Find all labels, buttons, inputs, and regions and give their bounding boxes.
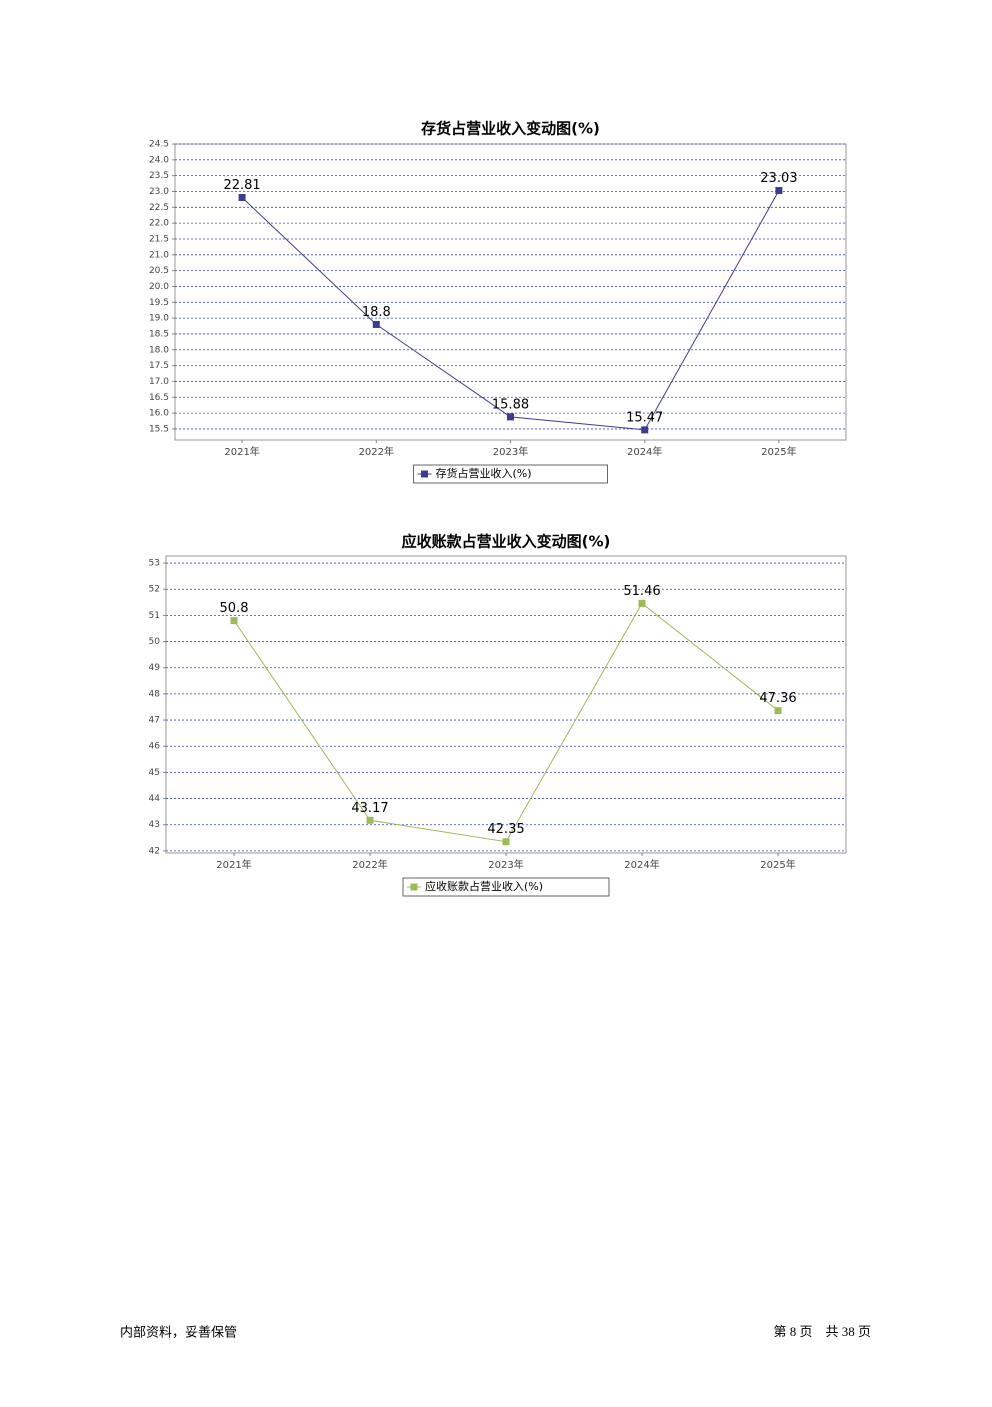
y-tick-label: 17.0 xyxy=(149,377,169,387)
x-tick-label: 2021年 xyxy=(224,445,259,458)
y-tick-label: 16.0 xyxy=(149,409,169,419)
y-tick-label: 48 xyxy=(149,689,161,699)
y-tick-label: 15.5 xyxy=(149,424,169,434)
legend-label: 存货占营业收入(%) xyxy=(436,466,532,480)
data-label: 15.88 xyxy=(492,397,529,412)
x-tick-label: 2022年 xyxy=(352,858,387,871)
legend-box xyxy=(402,877,610,897)
y-tick-label: 17.5 xyxy=(149,361,169,371)
x-tick-label: 2025年 xyxy=(760,858,795,871)
legend-label: 应收账款占营业收入(%) xyxy=(425,879,543,893)
data-point xyxy=(230,617,238,625)
y-tick-label: 45 xyxy=(149,768,160,778)
y-tick-label: 23.0 xyxy=(149,187,169,197)
y-tick-label: 49 xyxy=(149,663,161,673)
data-label: 47.36 xyxy=(759,691,796,706)
plot-area xyxy=(165,555,847,854)
x-tick-label: 2022年 xyxy=(359,445,394,458)
y-tick-label: 44 xyxy=(149,794,161,804)
data-label: 42.35 xyxy=(487,822,524,837)
chart-title: 应收账款占营业收入变动图(%) xyxy=(402,533,611,551)
y-tick-label: 22.0 xyxy=(149,219,169,229)
x-tick-label: 2025年 xyxy=(761,445,796,458)
y-tick-label: 21.0 xyxy=(149,250,169,260)
data-point xyxy=(366,816,374,824)
y-tick-label: 20.0 xyxy=(149,282,169,292)
y-tick-label: 42 xyxy=(149,846,160,856)
data-label: 51.46 xyxy=(623,584,660,599)
data-point xyxy=(507,413,514,421)
data-label: 43.17 xyxy=(351,801,388,816)
x-tick-label: 2021年 xyxy=(216,858,251,871)
y-tick-label: 16.5 xyxy=(149,393,169,403)
data-label: 23.03 xyxy=(760,171,797,186)
data-label: 15.47 xyxy=(626,410,663,425)
data-point xyxy=(774,707,782,715)
data-point xyxy=(372,320,380,328)
y-tick-label: 43 xyxy=(149,820,160,830)
y-tick-label: 46 xyxy=(149,742,161,752)
plot-area xyxy=(174,143,847,441)
x-tick-label: 2024年 xyxy=(627,445,662,458)
y-tick-label: 24.0 xyxy=(149,155,169,165)
data-label: 22.81 xyxy=(223,178,260,193)
data-label: 18.8 xyxy=(362,305,391,320)
y-tick-label: 51 xyxy=(149,611,160,621)
legend-marker xyxy=(421,470,428,478)
y-tick-label: 24.5 xyxy=(149,140,169,150)
y-tick-label: 50 xyxy=(149,637,161,647)
y-tick-label: 23.5 xyxy=(149,171,169,181)
y-tick-label: 18.5 xyxy=(149,329,169,339)
data-label: 50.8 xyxy=(220,601,249,616)
footer-left: 内部资料，妥善保管 xyxy=(120,1325,237,1341)
chart-title: 存货占营业收入变动图(%) xyxy=(421,120,600,138)
x-tick-label: 2023年 xyxy=(493,445,528,458)
data-point xyxy=(502,838,510,846)
y-tick-label: 52 xyxy=(149,585,160,595)
y-tick-label: 20.5 xyxy=(149,266,169,276)
y-tick-label: 19.5 xyxy=(149,298,169,308)
footer-right: 第 8 页 共 38 页 xyxy=(773,1324,871,1339)
x-tick-label: 2023年 xyxy=(488,858,523,871)
data-point xyxy=(638,599,646,607)
data-point xyxy=(641,426,649,434)
data-point xyxy=(775,187,783,195)
y-tick-label: 22.5 xyxy=(149,203,169,213)
legend-box xyxy=(413,464,608,484)
y-tick-label: 21.5 xyxy=(149,234,169,244)
y-tick-label: 18.0 xyxy=(149,345,169,355)
data-point xyxy=(238,194,246,202)
legend-marker xyxy=(410,883,418,891)
x-tick-label: 2024年 xyxy=(624,858,659,871)
y-tick-label: 47 xyxy=(149,716,160,726)
y-tick-label: 19.0 xyxy=(149,314,169,324)
y-tick-label: 53 xyxy=(149,559,160,569)
